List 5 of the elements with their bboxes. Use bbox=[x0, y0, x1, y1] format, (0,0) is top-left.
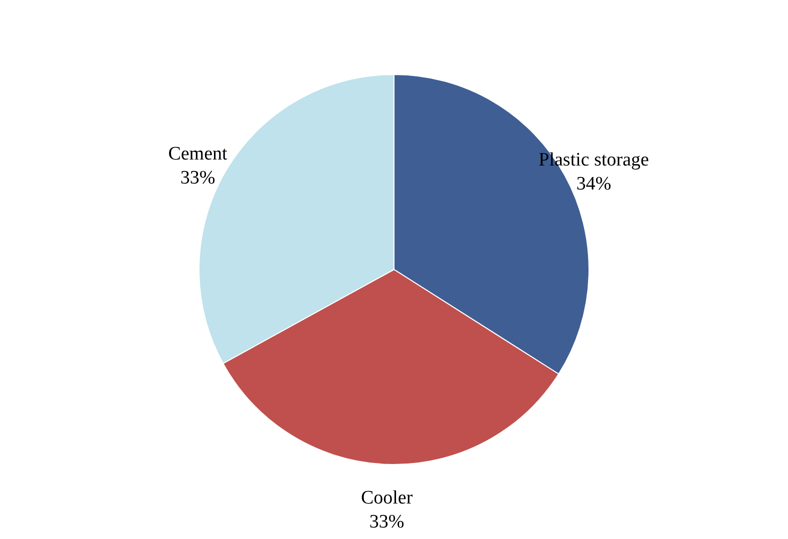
slice-label: Cooler bbox=[360, 487, 414, 508]
data-label: 33% bbox=[369, 511, 404, 532]
slice-label: Cement bbox=[168, 143, 228, 164]
data-label: 33% bbox=[180, 167, 216, 188]
data-label: 34% bbox=[576, 174, 612, 195]
